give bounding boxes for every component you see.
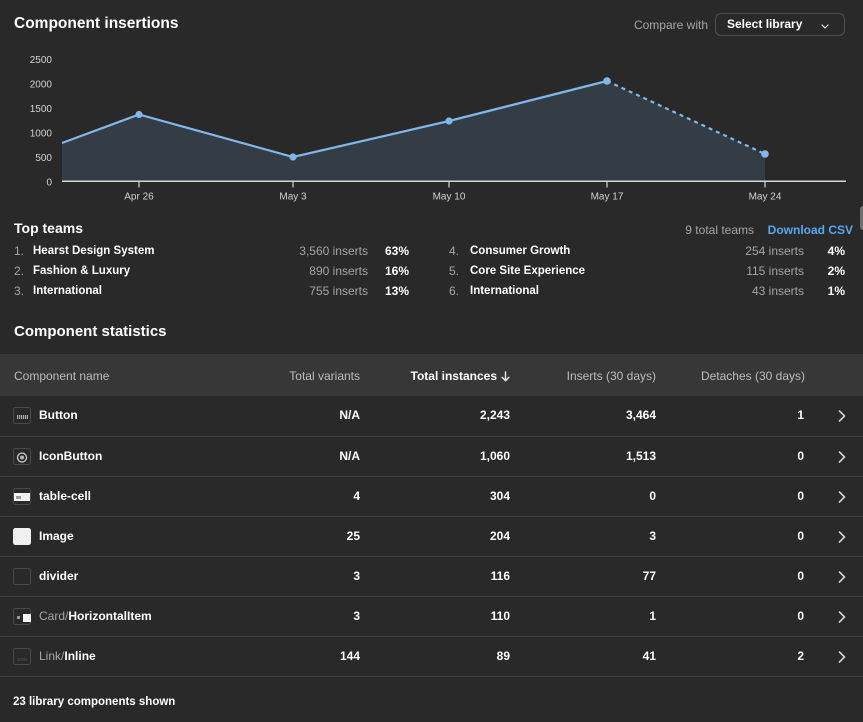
svg-text:Apr 26: Apr 26 bbox=[124, 192, 154, 203]
svg-text:2500: 2500 bbox=[30, 55, 53, 66]
svg-text:1500: 1500 bbox=[30, 104, 53, 115]
svg-text:May 10: May 10 bbox=[433, 192, 466, 203]
svg-text:May 24: May 24 bbox=[749, 192, 782, 203]
svg-text:May 17: May 17 bbox=[591, 192, 624, 203]
svg-text:2000: 2000 bbox=[30, 80, 53, 91]
svg-text:1000: 1000 bbox=[30, 129, 53, 140]
svg-text:May 3: May 3 bbox=[279, 192, 307, 203]
svg-text:0: 0 bbox=[46, 178, 52, 189]
svg-text:500: 500 bbox=[35, 153, 52, 164]
